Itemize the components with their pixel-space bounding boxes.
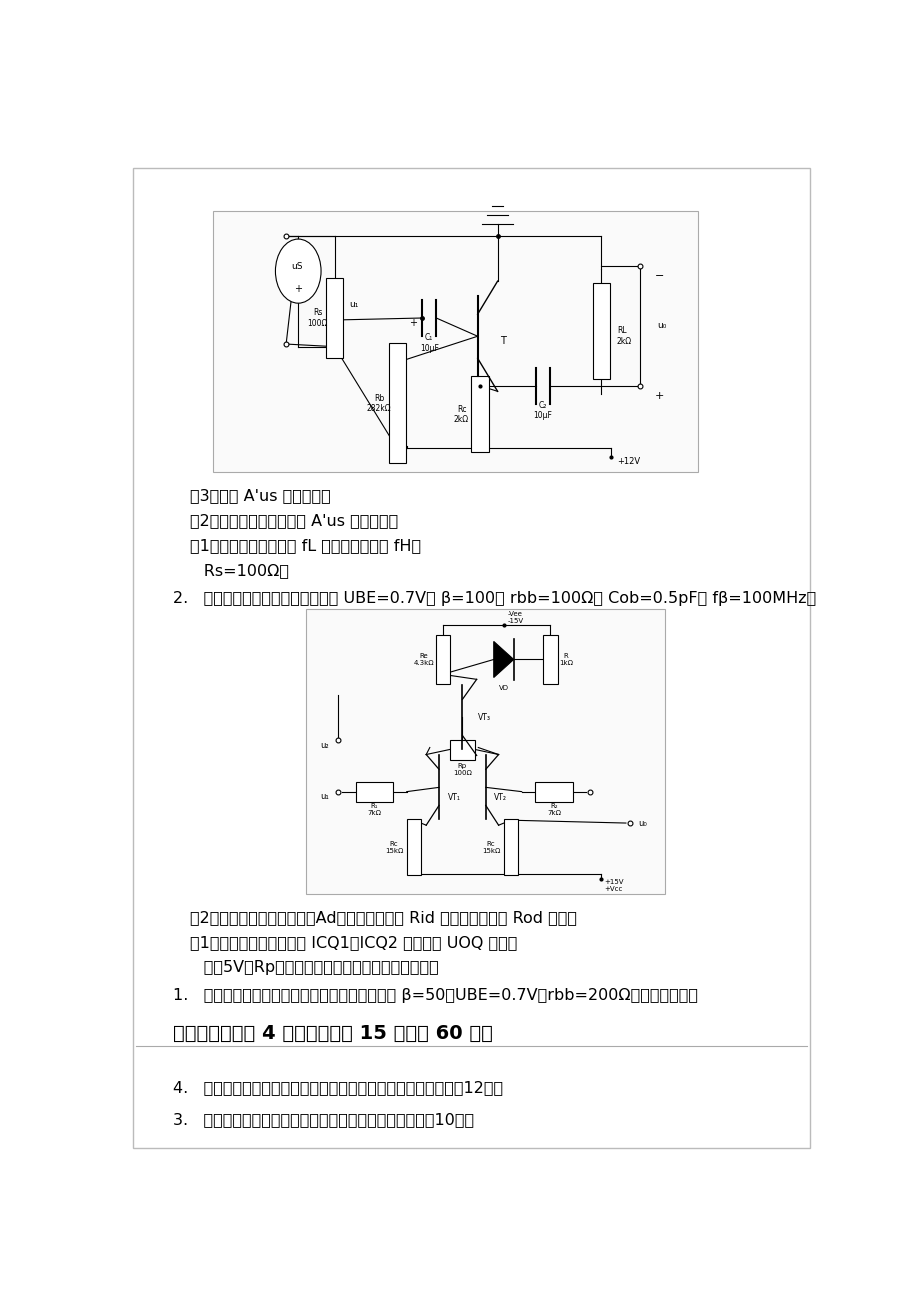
Text: （2）写出整个频率范围内 A'us 的表达式；: （2）写出整个频率范围内 A'us 的表达式；: [189, 513, 398, 528]
Text: （2）计算差模电压放大倍数Ad、差模输入电阻 Rid 及差模输出电阻 Rod 的值。: （2）计算差模电压放大倍数Ad、差模输入电阻 Rid 及差模输出电阻 Rod 的…: [189, 911, 576, 925]
Text: T: T: [500, 336, 505, 346]
Bar: [356, 782, 392, 801]
Bar: [435, 635, 449, 683]
Text: VT₃: VT₃: [478, 713, 491, 722]
Text: R
1kΩ: R 1kΩ: [559, 653, 573, 666]
Text: +Vcc: +Vcc: [604, 886, 622, 891]
Text: 1.   如图所示电路中，各晶体管的参数相同，其中 β=50，UBE=0.7V，rbb=200Ω，稳压管的稳压: 1. 如图所示电路中，各晶体管的参数相同，其中 β=50，UBE=0.7V，rb…: [174, 987, 698, 1003]
Bar: [213, 211, 698, 472]
Circle shape: [275, 239, 321, 303]
Text: VT₁: VT₁: [448, 792, 460, 801]
Bar: [325, 278, 343, 358]
Polygon shape: [494, 641, 513, 678]
Text: C₁
10μF: C₁ 10μF: [419, 333, 438, 353]
Text: 4.   多级放大电路中常见的耦合方式有哪四种？各有什么特点？（12分）: 4. 多级放大电路中常见的耦合方式有哪四种？各有什么特点？（12分）: [174, 1080, 503, 1094]
Bar: [449, 739, 475, 760]
Text: （1）估算下限截止频率 fL 和上限截止频率 fH；: （1）估算下限截止频率 fL 和上限截止频率 fH；: [189, 537, 421, 553]
Text: R₂
7kΩ: R₂ 7kΩ: [547, 803, 561, 816]
Text: 四、计算题（共 4 小题，每小题 15 分，共 60 分）: 四、计算题（共 4 小题，每小题 15 分，共 60 分）: [174, 1024, 493, 1042]
Text: -Vee
-15V: -Vee -15V: [506, 611, 523, 624]
Text: （1）计算静态工作点参数 ICQ1、ICQ2 及静态时 UOQ 的值；: （1）计算静态工作点参数 ICQ1、ICQ2 及静态时 UOQ 的值；: [189, 935, 516, 951]
Text: u₀: u₀: [656, 321, 665, 330]
Bar: [543, 635, 557, 683]
Text: u₁: u₁: [320, 792, 329, 801]
Bar: [306, 609, 664, 894]
Bar: [471, 376, 488, 453]
Text: Rs=100Ω。: Rs=100Ω。: [174, 563, 289, 578]
Text: 2.   如图所示电路中，已知晶体管的 UBE=0.7V， β=100， rbb=100Ω， Cob=0.5pF， fβ=100MHz，: 2. 如图所示电路中，已知晶体管的 UBE=0.7V， β=100， rbb=1…: [174, 591, 816, 606]
Bar: [535, 782, 572, 801]
Bar: [406, 820, 421, 876]
Text: +: +: [654, 390, 664, 401]
Text: RL
2kΩ: RL 2kΩ: [617, 327, 631, 346]
Text: +15V: +15V: [604, 879, 623, 886]
Text: +: +: [294, 284, 302, 294]
Text: u₁: u₁: [348, 301, 357, 310]
Text: Rc
15kΩ: Rc 15kΩ: [482, 840, 500, 853]
Text: R₁
7kΩ: R₁ 7kΩ: [367, 803, 381, 816]
Text: VD: VD: [498, 684, 508, 691]
Text: Rc
2kΩ: Rc 2kΩ: [453, 405, 469, 424]
Bar: [389, 343, 406, 463]
Text: C₂
10μF: C₂ 10μF: [533, 401, 552, 420]
Text: +12V: +12V: [616, 457, 639, 466]
Text: Rp
100Ω: Rp 100Ω: [452, 764, 471, 777]
Text: u₂: u₂: [320, 740, 329, 749]
Text: 3.   晶体管放大电路的三种接法是什么？各有什么特点？（10分）: 3. 晶体管放大电路的三种接法是什么？各有什么特点？（10分）: [174, 1112, 474, 1127]
Text: uS: uS: [290, 262, 302, 271]
Text: （3）画出 A'us 的波特图。: （3）画出 A'us 的波特图。: [189, 488, 330, 502]
Text: Rc
15kΩ: Rc 15kΩ: [384, 840, 403, 853]
Text: −: −: [654, 271, 664, 281]
Bar: [592, 284, 609, 379]
Text: u₀: u₀: [638, 818, 646, 827]
Text: Re
4.3kΩ: Re 4.3kΩ: [414, 653, 434, 666]
Text: 值为5V，Rp滑动端处于中间位置，其他参数见图。: 值为5V，Rp滑动端处于中间位置，其他参数见图。: [174, 960, 438, 974]
Text: +: +: [409, 317, 417, 328]
Text: VT₂: VT₂: [494, 792, 506, 801]
Bar: [504, 820, 517, 876]
Text: Rb
282kΩ: Rb 282kΩ: [367, 394, 391, 412]
Text: Rs
100Ω: Rs 100Ω: [307, 308, 327, 328]
